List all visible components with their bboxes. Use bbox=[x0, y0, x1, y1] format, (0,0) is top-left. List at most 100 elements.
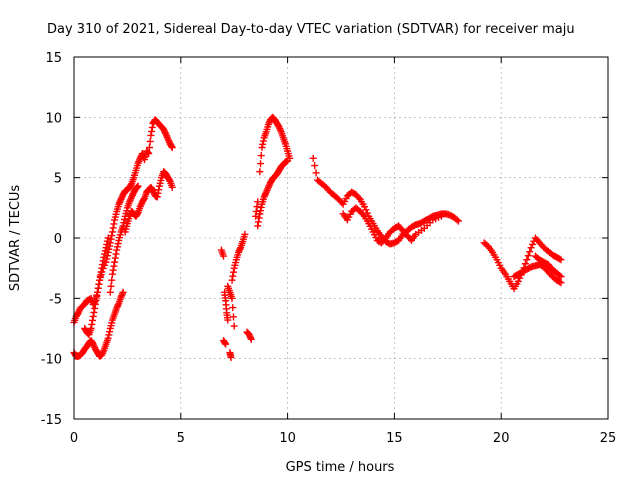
data-point bbox=[74, 309, 82, 317]
data-point bbox=[89, 340, 97, 348]
data-point bbox=[140, 195, 148, 203]
x-tick-label: 5 bbox=[177, 431, 185, 446]
data-point bbox=[165, 176, 173, 184]
data-point bbox=[91, 304, 99, 312]
data-point bbox=[276, 125, 284, 133]
data-point bbox=[164, 135, 172, 143]
data-point bbox=[160, 127, 168, 135]
data-point bbox=[265, 182, 273, 190]
data-point bbox=[126, 198, 134, 206]
data-point bbox=[163, 132, 171, 140]
data-point bbox=[221, 339, 229, 347]
data-point bbox=[246, 332, 254, 340]
data-point bbox=[261, 191, 269, 199]
x-tick-label: 0 bbox=[70, 431, 78, 446]
y-tick-labels: -15 -10 -5 0 5 10 15 bbox=[41, 51, 62, 428]
data-point bbox=[145, 150, 153, 158]
data-point bbox=[311, 162, 319, 170]
data-point bbox=[557, 273, 565, 281]
data-point bbox=[128, 191, 136, 199]
data-point bbox=[89, 316, 97, 324]
data-point bbox=[154, 189, 162, 197]
data-point bbox=[106, 288, 114, 296]
grid-lines bbox=[74, 57, 608, 419]
data-point bbox=[113, 304, 121, 312]
data-point bbox=[96, 272, 104, 280]
data-point bbox=[527, 244, 535, 252]
data-point bbox=[380, 236, 388, 244]
y-axis-label: SDTVAR / TECUs bbox=[8, 185, 23, 292]
data-point bbox=[168, 183, 176, 191]
data-point bbox=[118, 292, 126, 300]
data-point bbox=[120, 219, 128, 227]
data-point bbox=[145, 144, 153, 151]
data-point bbox=[108, 228, 116, 236]
data-point bbox=[222, 340, 230, 348]
y-tick-label: 0 bbox=[54, 232, 62, 247]
data-point bbox=[135, 158, 143, 166]
data-point bbox=[259, 140, 267, 148]
data-point bbox=[168, 144, 176, 151]
data-point bbox=[275, 123, 283, 131]
data-point bbox=[155, 186, 163, 194]
data-point bbox=[556, 255, 564, 263]
data-point bbox=[252, 212, 260, 220]
data-point bbox=[119, 288, 127, 296]
data-point bbox=[149, 187, 157, 195]
data-point bbox=[96, 276, 104, 284]
data-point bbox=[264, 121, 272, 129]
data-point bbox=[148, 127, 156, 135]
data-point bbox=[163, 133, 171, 141]
data-point bbox=[98, 349, 106, 357]
plot-frame bbox=[73, 56, 609, 420]
data-point bbox=[113, 302, 121, 310]
data-point bbox=[92, 296, 100, 304]
data-point bbox=[228, 276, 236, 284]
data-point bbox=[101, 250, 109, 258]
data-point bbox=[89, 312, 97, 320]
x-tick-label: 20 bbox=[493, 431, 510, 446]
data-point bbox=[119, 222, 127, 230]
data-point bbox=[117, 293, 125, 301]
data-point bbox=[229, 304, 237, 312]
data-point bbox=[128, 193, 136, 201]
data-point bbox=[224, 316, 232, 324]
data-point bbox=[259, 137, 267, 145]
data-point bbox=[134, 182, 142, 190]
data-point bbox=[355, 194, 363, 202]
data-point bbox=[109, 266, 117, 274]
data-point bbox=[113, 243, 121, 251]
y-tick-label: -10 bbox=[41, 353, 62, 368]
data-point bbox=[258, 144, 266, 151]
data-point bbox=[453, 216, 461, 224]
data-point bbox=[253, 203, 261, 211]
data-point bbox=[108, 276, 116, 284]
data-point bbox=[256, 210, 264, 218]
y-tick-label: 15 bbox=[45, 51, 62, 66]
data-point bbox=[247, 334, 255, 342]
y-tick-label: -15 bbox=[41, 413, 62, 428]
data-point bbox=[90, 342, 98, 350]
data-point bbox=[454, 217, 462, 225]
data-point bbox=[162, 130, 170, 138]
data-point bbox=[98, 261, 106, 269]
data-point bbox=[161, 129, 169, 137]
data-point bbox=[255, 214, 263, 222]
data-point bbox=[437, 212, 445, 220]
data-point bbox=[144, 149, 152, 157]
data-point bbox=[112, 250, 120, 258]
data-point bbox=[118, 194, 126, 202]
data-point bbox=[98, 264, 106, 272]
data-point bbox=[137, 201, 145, 209]
data-point bbox=[116, 197, 124, 205]
data-point bbox=[133, 210, 141, 218]
data-point bbox=[257, 152, 265, 160]
data-point bbox=[97, 268, 105, 276]
data-point bbox=[362, 206, 370, 214]
data-point bbox=[523, 256, 531, 264]
data-point bbox=[150, 189, 158, 197]
data-point bbox=[312, 169, 320, 177]
data-point bbox=[106, 328, 114, 336]
data-point bbox=[260, 193, 268, 201]
data-point bbox=[229, 272, 237, 280]
